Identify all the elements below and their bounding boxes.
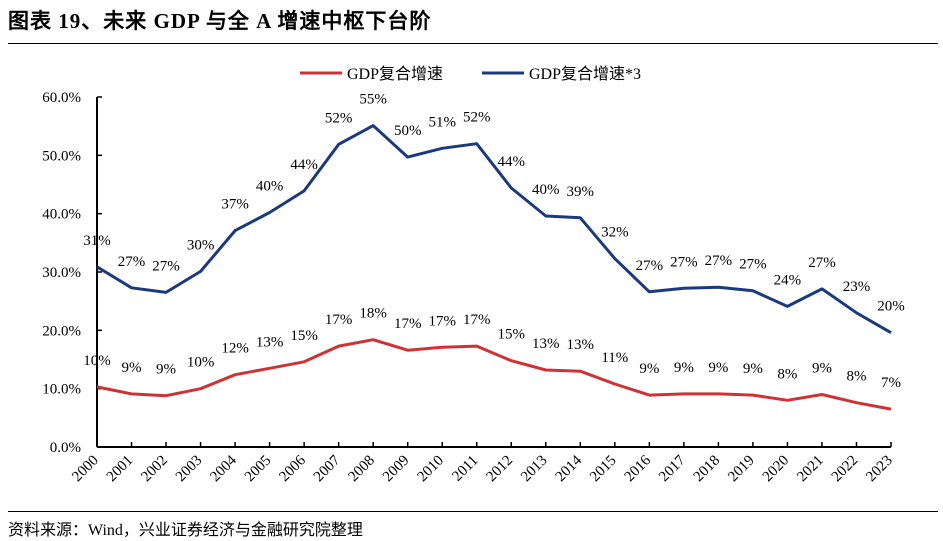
data-label: 13% <box>567 337 595 353</box>
data-label: 13% <box>256 334 284 350</box>
y-tick-label: 20.0% <box>42 323 81 339</box>
data-label: 11% <box>601 350 628 366</box>
y-tick-label: 30.0% <box>42 265 81 281</box>
x-tick-label: 2011 <box>449 453 481 485</box>
data-label: 44% <box>498 154 526 170</box>
data-label: 10% <box>187 355 215 371</box>
series-line-1 <box>96 124 892 334</box>
x-tick-label: 2013 <box>518 453 551 486</box>
x-tick-label: 2023 <box>863 453 896 486</box>
y-tick-label: 10.0% <box>42 382 81 398</box>
data-label: 7% <box>881 375 901 391</box>
x-tick-label: 2017 <box>656 452 689 485</box>
data-label: 40% <box>532 182 560 198</box>
x-tick-label: 2020 <box>760 453 793 486</box>
x-tick-label: 2007 <box>311 452 344 485</box>
data-label: 27% <box>118 254 146 270</box>
data-label: 27% <box>670 254 698 270</box>
x-tick-label: 2008 <box>345 453 378 486</box>
data-label: 13% <box>532 336 560 352</box>
y-tick-label: 50.0% <box>42 148 81 164</box>
data-label: 27% <box>705 253 733 269</box>
x-tick-label: 2004 <box>207 452 240 485</box>
x-tick-label: 2014 <box>553 452 586 485</box>
y-tick-label: 0.0% <box>50 440 81 456</box>
footer-divider <box>8 511 938 512</box>
y-tick-label: 60.0% <box>42 90 81 106</box>
data-label: 17% <box>394 316 422 332</box>
data-label: 17% <box>428 313 456 329</box>
data-label: 9% <box>743 361 763 377</box>
data-label: 39% <box>567 184 595 200</box>
x-tick-label: 2018 <box>691 453 724 486</box>
x-tick-label: 2015 <box>587 453 620 486</box>
data-label: 44% <box>290 157 318 173</box>
x-tick-label: 2000 <box>69 453 102 486</box>
legend-label-1: GDP复合增速*3 <box>529 65 641 83</box>
data-label: 17% <box>463 312 491 328</box>
data-label: 10% <box>83 353 111 369</box>
data-label: 32% <box>601 225 629 241</box>
series-line-0 <box>96 338 892 411</box>
data-label: 24% <box>774 272 802 288</box>
x-tick-label: 2001 <box>104 453 137 486</box>
data-label: 40% <box>256 179 284 195</box>
x-tick-label: 2021 <box>794 453 827 486</box>
chart-title: 图表 19、未来 GDP 与全 A 增速中枢下台阶 <box>8 9 432 33</box>
y-tick-label: 40.0% <box>42 207 81 223</box>
x-tick-label: 2016 <box>622 452 655 485</box>
data-label: 37% <box>221 197 249 213</box>
x-tick-label: 2019 <box>725 453 758 486</box>
data-label: 31% <box>83 233 111 249</box>
data-label: 27% <box>636 258 664 274</box>
legend-label-0: GDP复合增速 <box>347 65 443 83</box>
x-tick-label: 2003 <box>173 453 206 486</box>
x-tick-label: 2022 <box>829 453 862 486</box>
data-label: 8% <box>846 369 866 385</box>
x-tick-label: 2006 <box>276 452 309 485</box>
x-tick-label: 2002 <box>138 453 171 486</box>
data-label: 30% <box>187 237 215 253</box>
source-note: 资料来源：Wind，兴业证券经济与金融研究院整理 <box>8 522 363 539</box>
data-label: 51% <box>428 114 456 130</box>
x-tick-label: 2010 <box>415 453 448 486</box>
data-label: 15% <box>290 328 318 344</box>
data-label: 9% <box>156 362 176 378</box>
data-label: 27% <box>739 257 767 273</box>
data-label: 12% <box>221 341 249 357</box>
data-label: 9% <box>122 360 142 376</box>
data-label: 9% <box>674 360 694 376</box>
x-tick-label: 2009 <box>380 453 413 486</box>
x-tick-label: 2012 <box>484 453 517 486</box>
data-label: 15% <box>498 327 526 343</box>
data-label: 20% <box>877 299 905 315</box>
data-label: 18% <box>359 306 387 322</box>
x-tick-label: 2005 <box>242 453 275 486</box>
data-label: 23% <box>843 279 871 295</box>
data-label: 9% <box>708 360 728 376</box>
data-label: 50% <box>394 123 422 139</box>
data-label: 52% <box>463 110 491 126</box>
data-label: 27% <box>808 255 836 271</box>
data-label: 8% <box>777 366 797 382</box>
data-label: 9% <box>639 361 659 377</box>
data-label: 9% <box>812 361 832 377</box>
data-label: 27% <box>152 258 180 274</box>
title-divider <box>8 43 938 44</box>
data-label: 55% <box>359 92 387 108</box>
data-label: 17% <box>325 312 353 328</box>
data-label: 52% <box>325 110 353 126</box>
